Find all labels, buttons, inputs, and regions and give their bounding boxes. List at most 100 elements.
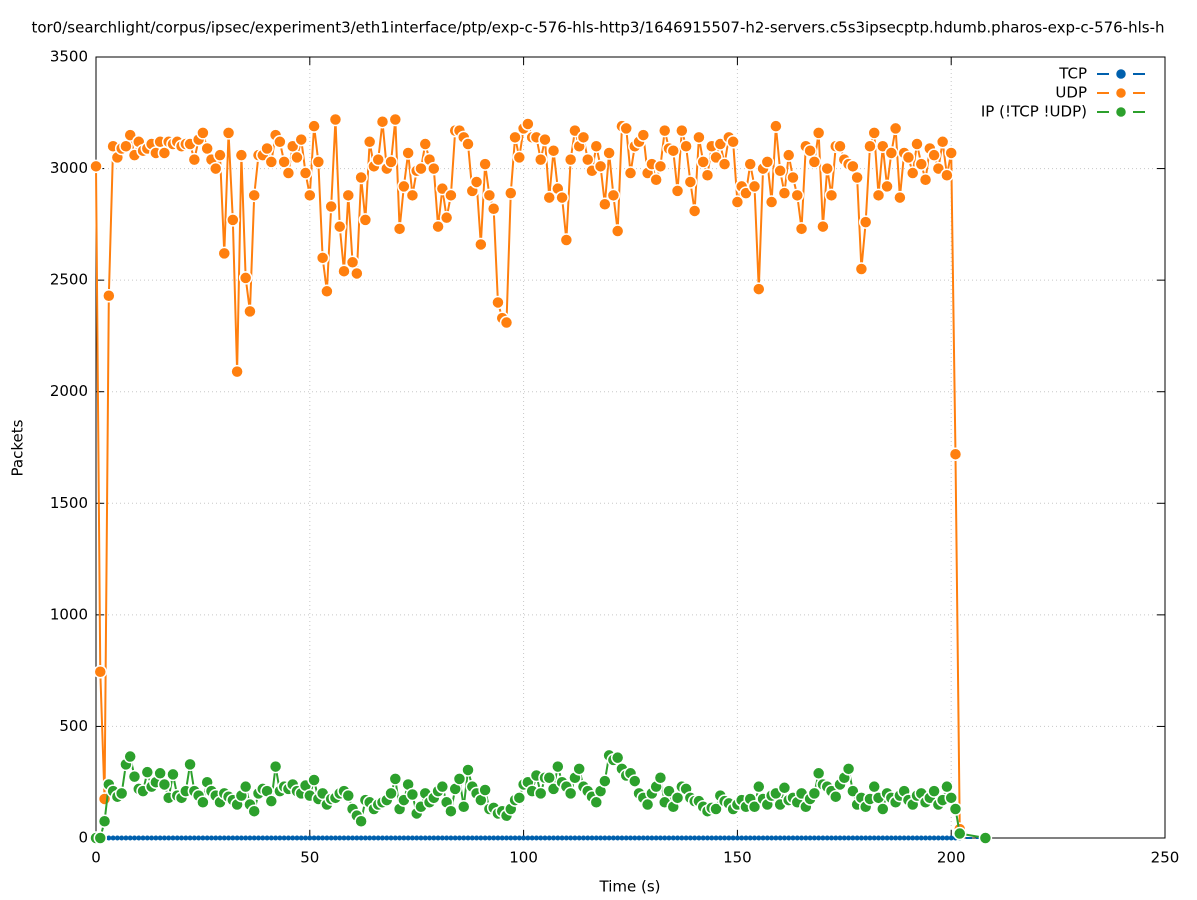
data-point [551,835,557,841]
data-point [794,835,800,841]
data-point [255,835,261,841]
data-point [461,137,475,151]
data-point [110,835,116,841]
data-point [807,786,822,801]
data-point [777,186,792,200]
data-point [717,157,732,171]
data-point [897,835,903,841]
data-point [191,835,197,841]
data-point [739,835,745,841]
data-point [456,800,471,814]
data-point [238,271,253,285]
data-point [521,835,527,841]
data-point [786,835,792,841]
data-point [123,749,137,764]
data-point [388,772,403,786]
data-point [281,835,287,841]
data-point [657,835,663,841]
data-point [914,157,929,171]
data-point [157,777,172,792]
data-point [264,794,279,808]
data-point [525,835,531,841]
data-point [734,835,740,841]
data-point [427,835,433,841]
chart-title: tor0/searchlight/corpus/ipsec/experiment… [31,19,1164,37]
data-point [448,835,454,841]
data-point [568,835,574,841]
data-point [482,835,488,841]
data-point [910,835,916,841]
data-point [679,835,685,841]
data-point [811,126,826,140]
x-tick-label: 50 [300,849,319,867]
data-point [226,213,240,227]
data-point [905,835,911,841]
data-point [277,835,283,841]
data-point [405,835,411,841]
data-point [580,835,586,841]
legend-label: UDP [1055,84,1087,102]
data-point [764,835,770,841]
x-tick-label: 0 [91,849,101,867]
data-point [790,835,796,841]
data-point [358,835,364,841]
data-point [392,222,407,236]
data-point [944,791,958,805]
data-point [610,835,616,841]
data-point [469,175,484,189]
data-point [687,835,693,841]
data-point [474,835,480,841]
data-point [204,835,210,841]
data-point [803,835,809,841]
data-point [593,835,599,841]
data-point [341,835,347,841]
data-point [927,784,941,798]
data-point [136,835,142,841]
data-point [414,161,428,176]
data-point [183,835,189,841]
data-point [602,835,608,841]
data-point [598,197,612,212]
data-point [131,835,137,841]
data-point [846,835,852,841]
data-point [773,164,787,178]
data-point [371,835,377,841]
data-point [871,835,877,841]
data-point [559,835,565,841]
data-point [675,835,681,841]
data-point [444,188,458,203]
data-point [170,835,176,841]
data-point [649,172,663,187]
data-point [140,765,155,779]
data-point [221,126,236,140]
data-point [187,152,202,167]
data-point [174,835,180,841]
data-point [546,143,561,158]
data-point [893,835,899,841]
data-point [384,786,398,801]
data-point [670,184,685,198]
data-point [546,835,552,841]
data-point [533,835,539,841]
data-point [940,779,954,794]
data-point [409,835,415,841]
data-point [623,835,629,841]
data-point [640,835,646,841]
data-point [486,835,492,841]
data-point [166,767,180,782]
data-point [503,835,509,841]
legend-label: TCP [1058,65,1087,83]
data-point [491,835,497,841]
data-point [786,170,800,185]
data-point [555,190,569,205]
y-axis-label: Packets [9,419,27,476]
data-point [927,835,933,841]
data-point [572,762,586,776]
data-point [311,155,326,169]
data-point [918,172,933,187]
data-point [499,835,505,841]
data-point [636,128,651,142]
data-point [298,835,304,841]
data-point [315,835,321,841]
legend-marker [1114,86,1128,100]
